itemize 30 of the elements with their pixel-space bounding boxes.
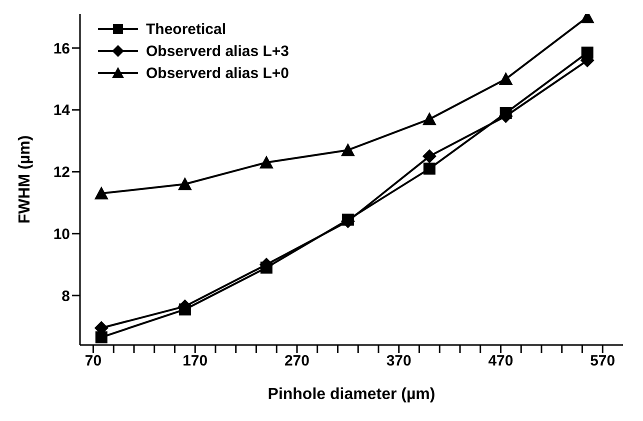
legend-label: Observerd alias L+0 <box>146 64 289 82</box>
point <box>178 303 191 316</box>
y-tick-label: 14 <box>53 102 71 120</box>
x-tick-label: 470 <box>488 352 514 370</box>
x-tick-label: 270 <box>284 352 310 370</box>
point <box>94 186 108 200</box>
y-tick-label: 8 <box>62 288 70 305</box>
x-tick-label: 70 <box>84 352 102 370</box>
point <box>500 106 512 119</box>
point <box>498 72 513 85</box>
point <box>422 112 436 126</box>
x-tick-label: 170 <box>182 352 208 370</box>
legend-label: Observerd alias L+3 <box>146 42 289 60</box>
point <box>423 162 436 175</box>
point <box>581 46 594 59</box>
x-axis-title: Pinhole diameter (µm) <box>268 386 436 403</box>
point <box>260 262 272 274</box>
point <box>95 331 108 344</box>
y-tick-label: 12 <box>53 164 70 182</box>
point <box>422 149 436 164</box>
y-tick-label: 10 <box>53 226 70 243</box>
point <box>178 177 192 190</box>
x-tick-label: 570 <box>590 352 616 370</box>
point <box>259 155 274 168</box>
y-tick-label: 16 <box>53 40 70 58</box>
point <box>340 143 355 156</box>
legend-label: Theoretical <box>146 20 226 38</box>
y-axis-title: FWHM (µm) <box>16 135 34 224</box>
x-tick-label: 370 <box>386 352 412 370</box>
point <box>342 214 354 226</box>
